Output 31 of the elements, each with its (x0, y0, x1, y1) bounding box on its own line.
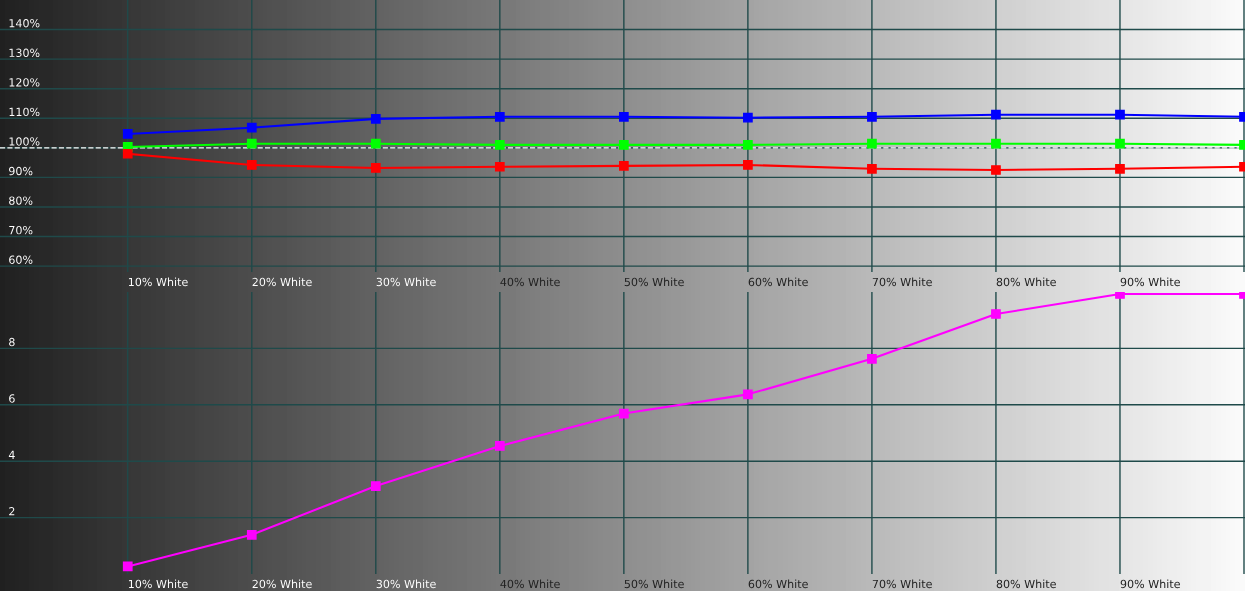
y-tick-label: 6 (9, 394, 15, 403)
x-tick-label: 40% White (500, 277, 560, 287)
x-tick-label: 90% White (1120, 277, 1180, 287)
x-tick-label: 40% White (500, 579, 560, 589)
x-tick-label: 20% White (252, 277, 312, 287)
x-tick-label: 70% White (872, 277, 932, 287)
y-tick-label: 60% (9, 255, 33, 264)
x-tick-label: 80% White (996, 579, 1056, 589)
x-tick-label: 10% White (128, 277, 188, 287)
y-tick-label: 80% (9, 196, 33, 205)
y-tick-label: 100% (9, 137, 40, 146)
x-tick-label: 20% White (252, 579, 312, 589)
y-tick-label: 4 (8, 450, 15, 459)
x-tick-label: 80% White (996, 277, 1056, 287)
y-tick-label: 2 (9, 507, 15, 516)
x-tick-label: 60% White (748, 277, 808, 287)
y-tick-label: 120% (9, 78, 40, 87)
x-tick-label: 90% White (1120, 579, 1180, 589)
x-tick-label: 30% White (376, 277, 436, 287)
y-tick-label: 70% (9, 225, 33, 235)
y-tick-label: 110% (9, 107, 40, 117)
x-tick-label: 30% White (376, 579, 436, 589)
x-tick-label: 10% White (128, 579, 188, 589)
y-tick-label: 140% (9, 19, 40, 28)
x-tick-label: 50% White (624, 579, 684, 589)
x-tick-label: 60% White (748, 579, 808, 589)
y-tick-label: 8 (9, 337, 15, 347)
y-tick-label: 90% (9, 166, 33, 176)
x-tick-label: 50% White (624, 277, 684, 287)
x-tick-label: 70% White (872, 579, 932, 589)
y-tick-label: 130% (9, 48, 40, 57)
